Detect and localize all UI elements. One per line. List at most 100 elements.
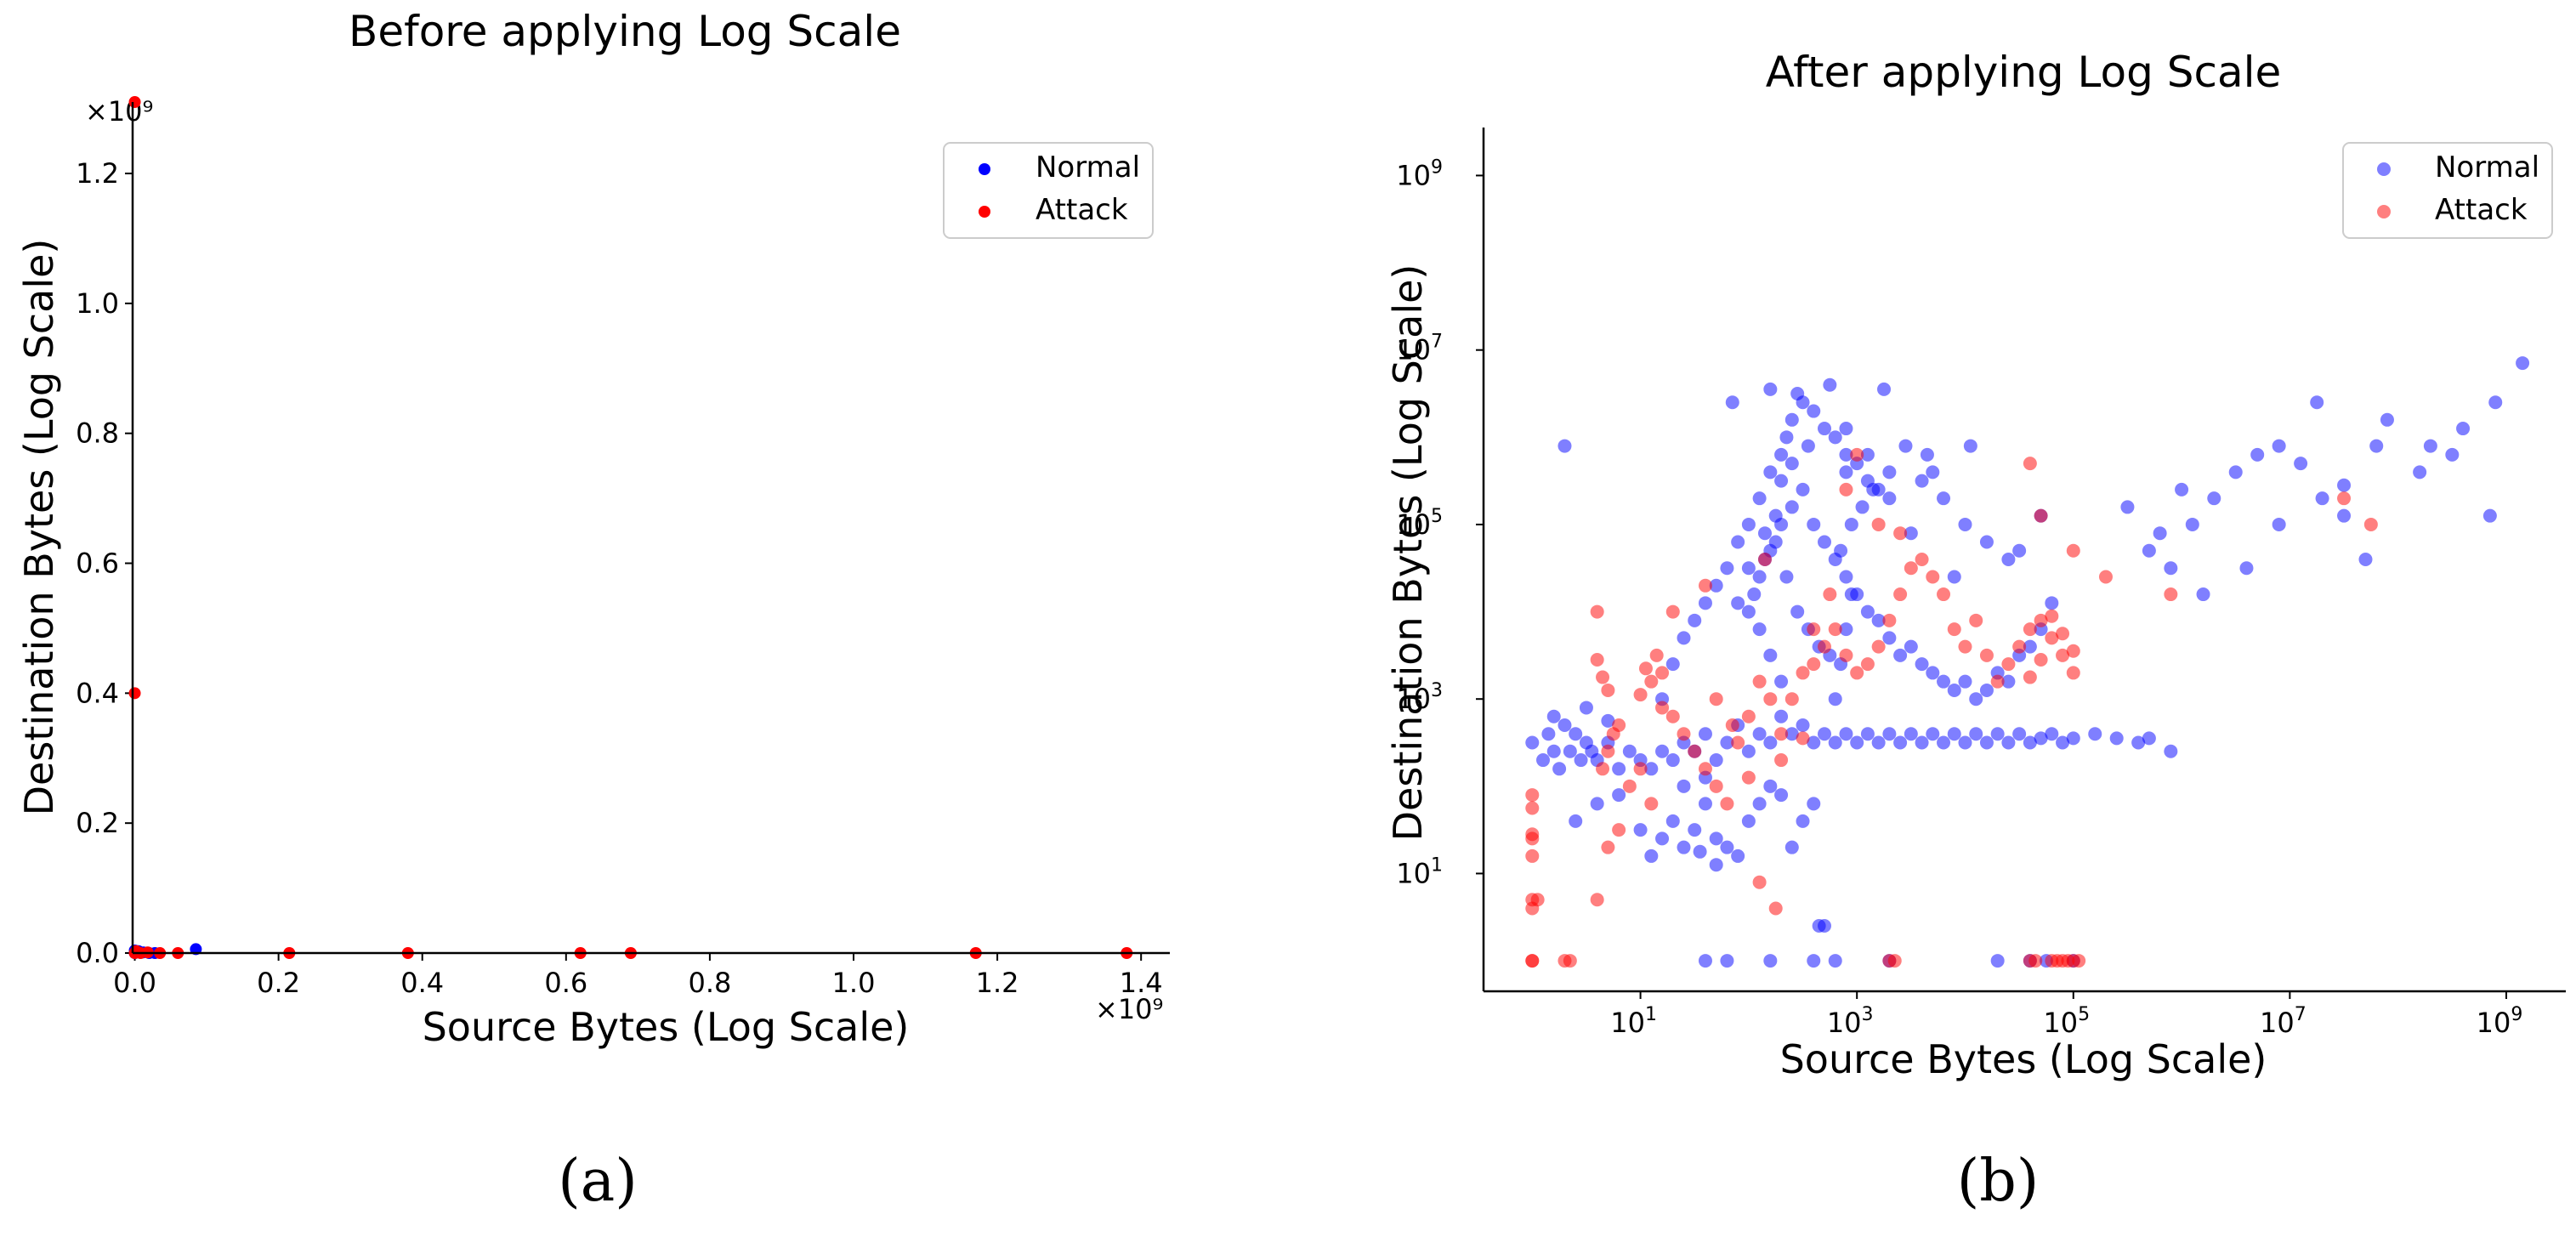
panel-b-point-attack [1937, 587, 1951, 602]
panel-b-point-normal [1807, 517, 1821, 531]
panel-b-point-normal [1904, 639, 1918, 654]
panel-b-point-normal [1784, 457, 1799, 471]
panel-b-point-attack [2034, 613, 2048, 627]
panel-b-point-normal [1763, 735, 1778, 750]
panel-a-legend-box [943, 142, 1154, 239]
panel-b-point-normal [2228, 465, 2243, 479]
panel-b-x-tick-exponent: 9 [2511, 1004, 2522, 1025]
panel-b-point-attack [1601, 744, 1615, 758]
panel-a-y-tick-label: 0.0 [76, 937, 119, 969]
panel-b-point-attack [2045, 631, 2059, 645]
panel-b-y-tick-label: 105 [1396, 506, 1443, 541]
panel-a-x-tick-label: 0.8 [688, 967, 731, 999]
panel-b-point-normal [1752, 727, 1767, 741]
panel-b-point-attack [1887, 954, 1902, 968]
panel-b-point-normal [1828, 954, 1842, 968]
panel-a-x-offset: ×10⁹ [1095, 993, 1163, 1025]
panel-b-point-normal [1747, 587, 1762, 602]
panel-b-point-normal [2164, 744, 2178, 758]
panel-b-point-normal [1915, 735, 1929, 750]
panel-b-point-attack [1525, 848, 1540, 863]
panel-a-point-attack [128, 687, 141, 700]
panel-a-ylabel: Destination Bytes (Log Scale) [16, 239, 62, 816]
panel-b-point-normal [1866, 482, 1881, 497]
panel-a-y-tick-label: 1.0 [76, 287, 119, 320]
panel-a-y-tick-label: 1.2 [76, 157, 119, 190]
panel-b-title: After applying Log Scale [1766, 48, 2282, 97]
panel-b-point-attack [2056, 627, 2070, 641]
panel-b-point-attack [1601, 840, 1615, 854]
panel-b-point-attack [1665, 604, 1680, 619]
panel-b-x-tick-exponent: 7 [2295, 1004, 2306, 1025]
panel-b-point-normal [1665, 814, 1680, 828]
panel-b-point-normal [1752, 622, 1767, 637]
panel-b-point-normal [1757, 526, 1772, 541]
panel-b-point-normal [1763, 465, 1778, 479]
panel-b-point-normal [1677, 840, 1691, 854]
panel-b-point-normal [2164, 561, 2178, 576]
panel-a-x-tick-label: 0.2 [257, 967, 300, 999]
panel-b-point-normal [1828, 430, 1842, 445]
panel-b-point-normal [1860, 447, 1875, 462]
panel-b-point-normal [1741, 814, 1756, 828]
panel-b-point-attack [1860, 657, 1875, 672]
panel-b-point-attack [1817, 639, 1831, 654]
panel-b-x-tick-label: 101 [1610, 1004, 1657, 1039]
panel-b-point-normal [1807, 797, 1821, 811]
panel-b-point-attack [1871, 639, 1886, 654]
panel-b-point-attack [2023, 670, 2037, 684]
panel-b-point-attack [1525, 788, 1540, 803]
panel-b-point-attack [1752, 875, 1767, 889]
panel-b-point-normal [1774, 788, 1789, 803]
panel-b-point-attack [1757, 553, 1772, 566]
panel-b-point-attack [1958, 639, 1972, 654]
panel-b-point-normal [2445, 447, 2460, 462]
panel-b-point-normal [2294, 457, 2308, 471]
panel-b-point-attack [1850, 447, 1864, 462]
panel-b-point-normal [1969, 692, 1983, 706]
panel-b-point-normal [1958, 735, 1972, 750]
panel-b-point-normal [1731, 848, 1745, 863]
panel-b-point-normal [2185, 517, 2199, 531]
panel-b-point-normal [1541, 727, 1556, 741]
panel-b-point-normal [2001, 553, 2016, 566]
panel-b-point-attack [1644, 797, 1659, 811]
panel-b-point-normal [1926, 666, 1940, 680]
panel-b-point-attack [1807, 622, 1821, 637]
panel-b-point-normal [2358, 553, 2373, 566]
panel-b-point-normal [1807, 735, 1821, 750]
panel-b-point-attack [1612, 718, 1626, 732]
panel-b-x-tick-exponent: 5 [2078, 1004, 2090, 1025]
panel-b-point-normal [2369, 439, 2384, 453]
panel-b-point-normal [1655, 831, 1670, 846]
panel-b-point-attack [1709, 692, 1723, 706]
panel-b-point-attack [1665, 709, 1680, 723]
panel-b-y-tick-label: 107 [1396, 332, 1443, 366]
panel-b-point-normal [1915, 657, 1929, 672]
panel-b-point-attack [1839, 648, 1853, 662]
panel-b-point-normal [1796, 482, 1810, 497]
panel-b-point-normal [2120, 500, 2135, 514]
panel-b-point-normal [1590, 797, 1604, 811]
panel-b-point-normal [1947, 727, 1961, 741]
panel-a-x-tick-label: 0.6 [544, 967, 587, 999]
panel-b-point-attack [1622, 779, 1637, 793]
panel-b-point-normal [1741, 517, 1756, 531]
panel-b-point-attack [1904, 561, 1918, 576]
panel-b-point-normal [2056, 735, 2070, 750]
panel-b-point-normal [1644, 762, 1659, 776]
panel-b-legend-attack-label: Attack [2435, 193, 2528, 227]
panel-b-point-normal [2380, 412, 2394, 427]
panel-b-point-normal [1979, 683, 1994, 697]
panel-b-points [1525, 356, 2530, 968]
panel-b-point-normal [1612, 762, 1626, 776]
panel-b-point-normal [1688, 823, 1702, 837]
panel-b-point-normal [1898, 439, 1913, 453]
panel-b-point-normal [1558, 718, 1572, 732]
panel-b-point-normal [1752, 570, 1767, 584]
panel-b-point-normal [1877, 382, 1892, 396]
panel-b-point-normal [1817, 727, 1831, 741]
panel-b-point-normal [1763, 382, 1778, 396]
panel-b-point-normal [1990, 954, 2005, 968]
panel-b-point-normal [1644, 848, 1659, 863]
